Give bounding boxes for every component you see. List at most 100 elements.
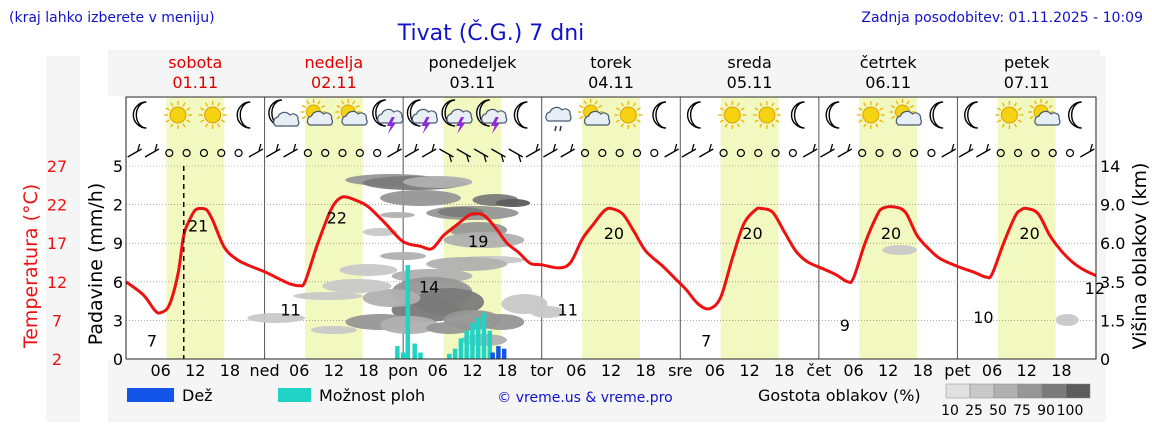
calm-wind-icon	[321, 148, 330, 158]
rain-bar	[501, 348, 507, 359]
wind-barb-icon	[265, 143, 281, 158]
sun-disc	[758, 106, 776, 124]
calm-wind-icon	[1065, 148, 1075, 158]
temperature-label: 9	[840, 316, 850, 335]
barb-staff	[664, 148, 679, 158]
sun-ray	[1013, 123, 1017, 128]
density-swatch	[1065, 383, 1091, 399]
temperature-axis-title: Temperatura (°C)	[20, 184, 42, 349]
cloud-shape	[1034, 110, 1061, 126]
sun-ray	[754, 119, 759, 123]
sun-cloud-icon	[335, 99, 368, 126]
barb-staff	[941, 148, 957, 158]
barb-staff	[421, 148, 437, 158]
temperature-label: 7	[701, 331, 711, 350]
barb-staff	[473, 148, 489, 158]
precipitation-tick: 2	[113, 196, 123, 215]
lightning-icon	[372, 99, 404, 134]
wind-barb-icon	[664, 143, 679, 158]
x-tick-label: 12	[878, 361, 898, 380]
shower-bar	[395, 346, 400, 359]
shower-bar	[487, 330, 492, 359]
temperature-label: 11	[558, 301, 578, 320]
sun-ray	[200, 119, 205, 123]
calm-wind-icon	[217, 148, 226, 158]
wind-barb-icon	[543, 143, 558, 158]
daylight-band	[859, 97, 918, 359]
cloud-patch	[495, 199, 531, 207]
sun-ray	[220, 107, 226, 111]
calm-wind-icon	[736, 148, 746, 158]
sun-ray	[200, 107, 205, 111]
sun-ray	[724, 102, 728, 107]
precipitation-bars	[395, 265, 507, 359]
wind-barb-icon	[1080, 143, 1095, 158]
sun-ray	[875, 123, 879, 128]
day-name: petek	[1004, 53, 1050, 72]
density-swatch	[1041, 383, 1067, 399]
sun-ray	[352, 100, 356, 105]
sun-disc	[169, 106, 187, 124]
sun-icon	[856, 101, 885, 129]
temperature-label: 20	[881, 224, 901, 243]
barb-staff	[387, 148, 402, 158]
sun-ray	[890, 115, 895, 120]
day-date: 04.11	[588, 73, 634, 92]
temperature-label: 7	[147, 331, 157, 350]
cloud-height-tick: 0	[1100, 350, 1110, 369]
sun-ray	[1017, 119, 1022, 123]
moon-icon	[964, 101, 978, 129]
sun-cloud-icon	[1028, 99, 1061, 126]
barb-staff	[837, 148, 853, 158]
calm-wind-icon	[996, 148, 1005, 158]
calm-wind-icon	[1031, 148, 1040, 158]
legend-showers-swatch	[278, 388, 311, 402]
barb-feather	[985, 143, 990, 152]
barb-feather	[275, 143, 279, 152]
sun-ray	[759, 102, 763, 107]
lightning-bolt	[421, 117, 431, 134]
cloud-patch	[247, 313, 305, 323]
wind-barbs	[127, 143, 1095, 163]
calm-wind-icon	[615, 148, 624, 158]
x-tick-label: 12	[601, 361, 621, 380]
x-tick-label: tor	[530, 361, 553, 380]
temperature-label: 10	[973, 308, 993, 327]
barb-staff	[1080, 148, 1095, 158]
cloud-patch	[1055, 314, 1079, 326]
shower-bar	[447, 353, 452, 359]
density-swatch	[969, 383, 995, 399]
day-name: četrtek	[860, 53, 918, 72]
barb-staff	[456, 148, 472, 158]
barb-feather	[258, 143, 262, 152]
x-tick-label: pon	[388, 361, 418, 380]
sun-ray	[301, 115, 307, 120]
x-tick-label: 12	[739, 361, 759, 380]
x-tick-label: čet	[806, 361, 831, 380]
calm-wind-icon	[1048, 148, 1057, 158]
plot-frame	[125, 96, 1097, 360]
moon-icon	[929, 101, 944, 129]
sun-ray	[1033, 100, 1038, 105]
credit-link[interactable]: © vreme.us & vreme.pro	[497, 390, 672, 406]
barb-staff	[525, 148, 541, 158]
sun-disc	[862, 106, 880, 124]
density-swatch	[993, 383, 1019, 399]
barb-feather	[535, 143, 539, 152]
sun-ray	[355, 104, 360, 109]
calm-wind-icon	[719, 148, 728, 158]
sun-ray	[186, 119, 191, 123]
sun-ray	[740, 107, 745, 111]
barb-feather	[847, 143, 851, 152]
x-tick-label: ned	[250, 361, 280, 380]
sun-ray	[170, 102, 174, 107]
barb-feather	[968, 143, 972, 152]
barb-staff	[439, 148, 454, 158]
cloud-shape	[446, 108, 473, 124]
calm-wind-icon	[910, 148, 919, 158]
wind-barb-icon	[439, 148, 454, 163]
barb-staff	[698, 148, 714, 158]
x-tick-label: 18	[497, 361, 517, 380]
sun-ray	[775, 119, 780, 123]
location-hint: (kraj lahko izberete v meniju)	[9, 10, 215, 26]
